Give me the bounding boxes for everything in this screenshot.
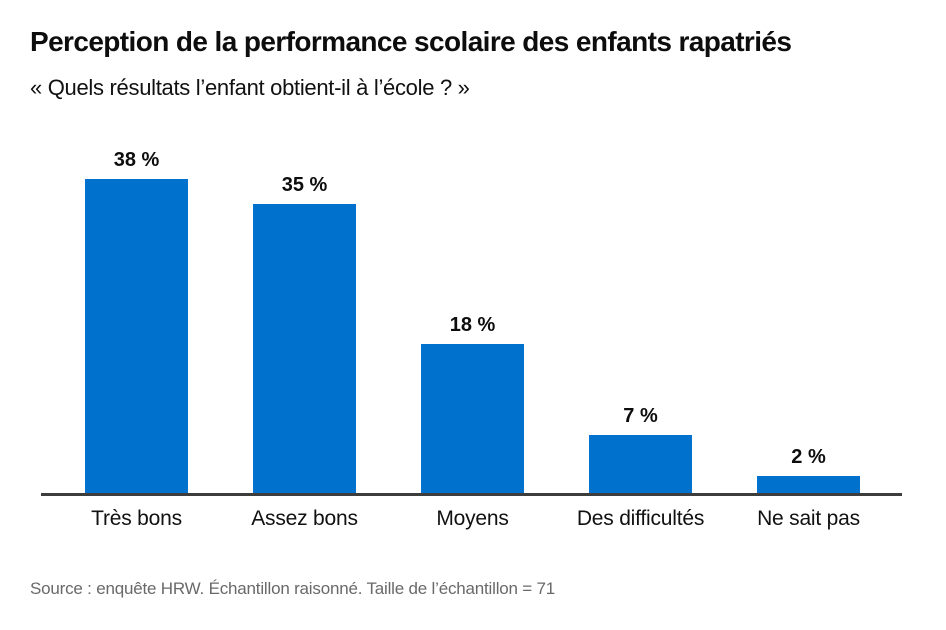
bar — [589, 435, 692, 493]
bar-value-label: 35 % — [281, 174, 328, 196]
chart-subtitle: « Quels résultats l’enfant obtient-il à … — [30, 75, 470, 100]
x-axis-line — [41, 493, 902, 496]
bar-category-label: Assez bons — [251, 507, 358, 530]
chart-title: Perception de la performance scolaire de… — [30, 26, 792, 57]
bar-category-label: Très bons — [91, 507, 182, 530]
bar-value-label: 2 % — [791, 446, 826, 468]
bar-value-label: 38 % — [113, 149, 160, 171]
bar — [253, 204, 356, 493]
bar — [421, 344, 524, 493]
bar-category-label: Moyens — [436, 507, 509, 530]
source-note: Source : enquête HRW. Échantillon raison… — [30, 579, 556, 598]
bar-category-label: Des difficultés — [576, 507, 705, 530]
bar-value-label: 18 % — [449, 314, 496, 336]
bar-value-label: 7 % — [623, 405, 658, 427]
bar — [85, 179, 188, 493]
bar — [757, 476, 860, 493]
bar-category-label: Ne sait pas — [757, 507, 860, 530]
bar-chart-plot-area: 38 % Très bons 35 % Assez bons 18 % Moyens 7 %… — [0, 140, 946, 550]
